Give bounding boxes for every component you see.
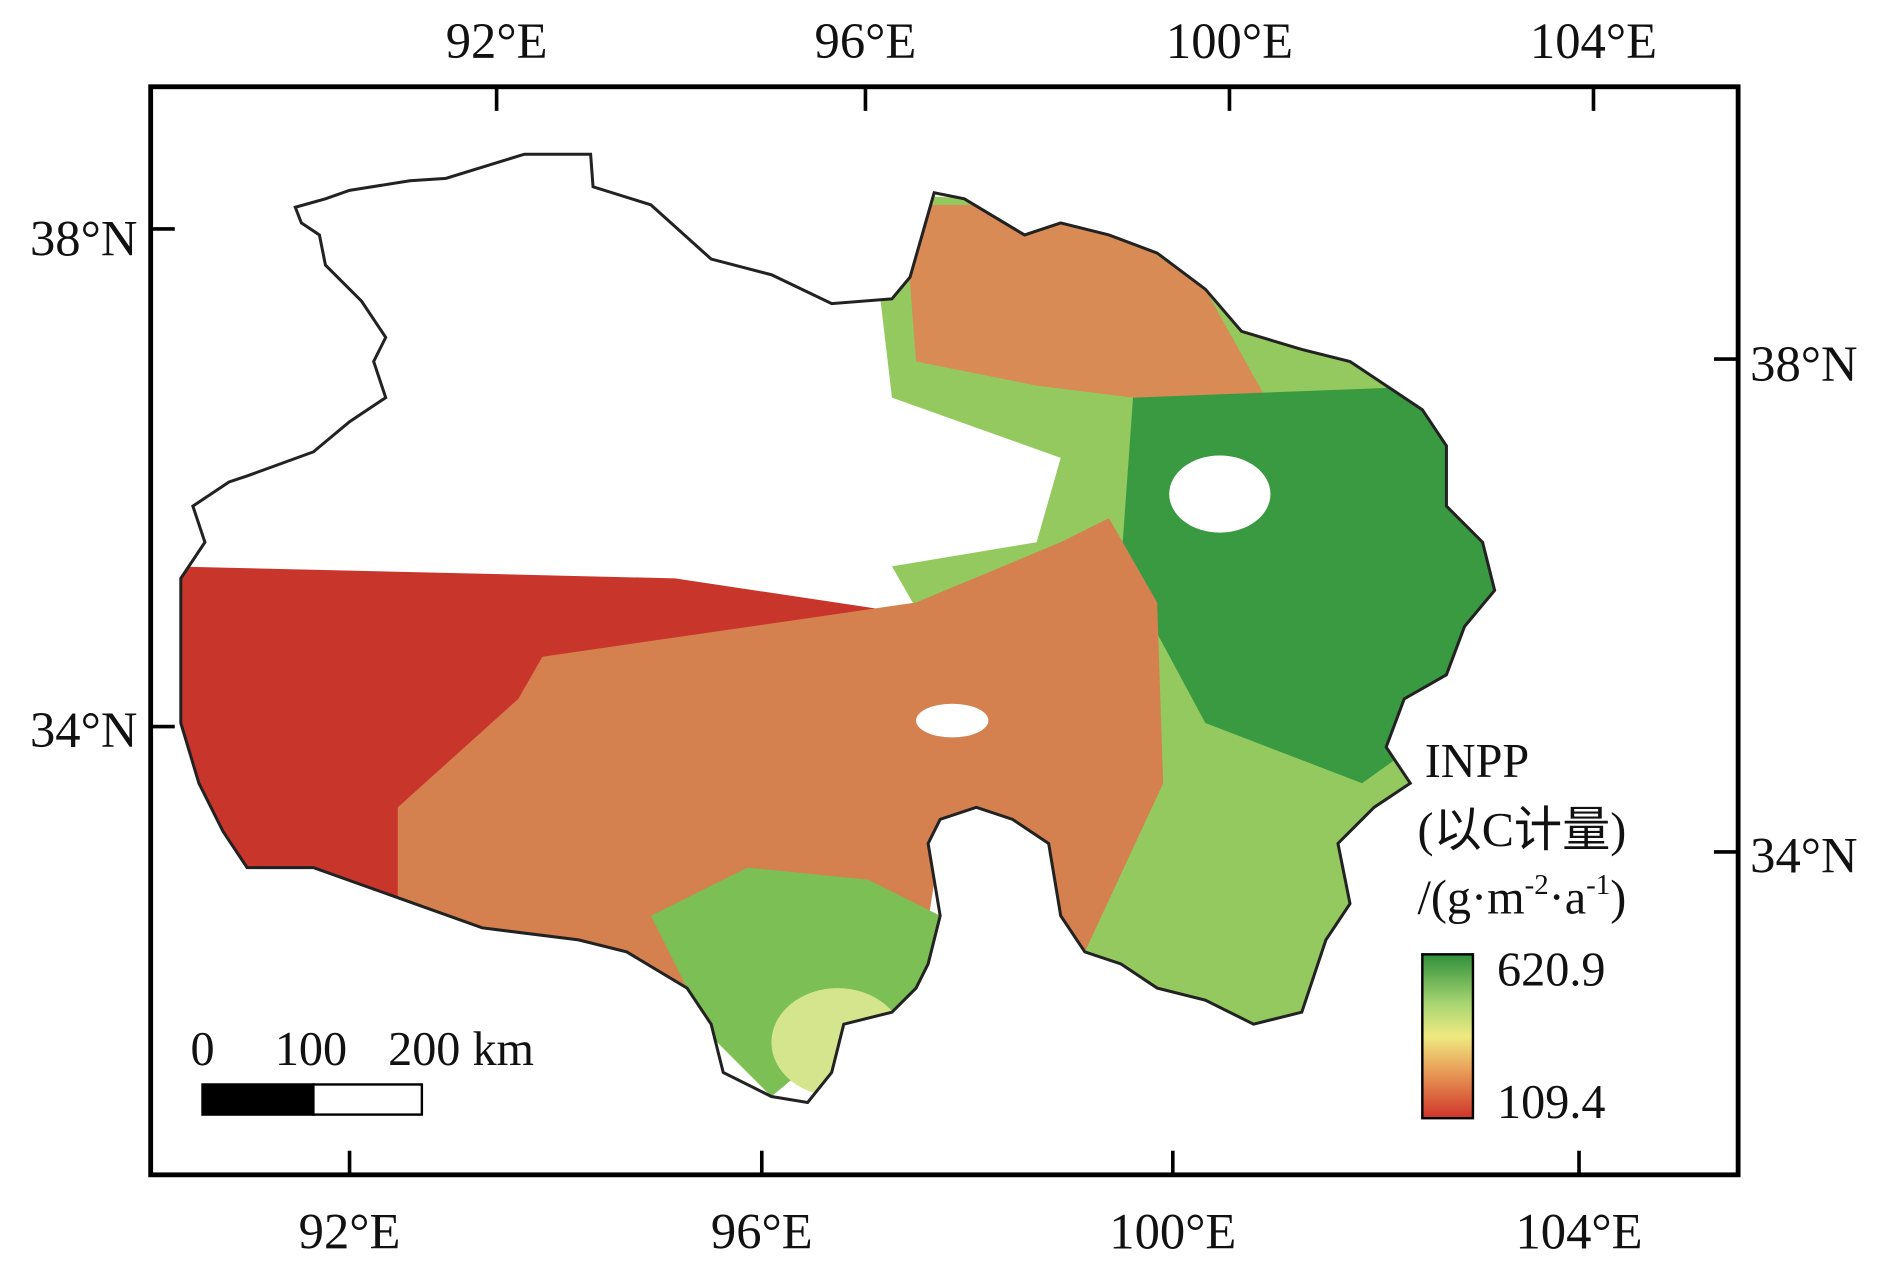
scale-bar-black (201, 1083, 315, 1116)
unit-superscript: -2 (1525, 869, 1549, 901)
top-axis-label: 104°E (1530, 13, 1657, 69)
orange-zone (397, 518, 1164, 1049)
green-south-zone (650, 867, 941, 1097)
no-data-patch (916, 703, 989, 738)
legend-colorbar (1421, 953, 1475, 1120)
graticule-ticks (150, 86, 1739, 1175)
map-frame (148, 84, 1741, 1178)
province-boundary (179, 152, 1497, 1105)
left-axis-label: 34°N (30, 702, 137, 758)
right-axis-label: 34°N (1750, 827, 1857, 883)
scale-label: 200 km (388, 1023, 534, 1076)
unit-part: /(g·m (1418, 871, 1525, 924)
legend-unit: (以C计量) (1418, 804, 1627, 857)
lake (1169, 455, 1271, 533)
bottom-axis-label: 100°E (1109, 1203, 1236, 1259)
right-axis-label: 38°N (1750, 336, 1857, 392)
legend-unit: /(g·m-2·a-1) (1418, 869, 1627, 924)
bottom-axis-label: 104°E (1515, 1203, 1642, 1259)
left-axis-label: 38°N (30, 210, 137, 266)
inpp-raster (180, 154, 1495, 1103)
top-axis-label: 96°E (815, 13, 917, 69)
bottom-axis-label: 92°E (299, 1203, 401, 1259)
scale-label: 0 (190, 1023, 214, 1076)
bottom-axis-label: 96°E (711, 1203, 813, 1259)
scale-label: 100 (275, 1023, 347, 1076)
top-axis-label: 100°E (1166, 13, 1293, 69)
orange-north-zone (904, 204, 1266, 398)
legend-max: 620.9 (1497, 944, 1605, 997)
legend-title: INPP (1425, 735, 1529, 788)
unit-part: ·a (1549, 871, 1586, 924)
legend-min: 109.4 (1497, 1076, 1605, 1129)
scale-bar-white (312, 1083, 424, 1116)
top-axis-label: 92°E (446, 13, 548, 69)
unit-part: ) (1610, 871, 1626, 924)
unit-superscript: -1 (1586, 869, 1610, 901)
